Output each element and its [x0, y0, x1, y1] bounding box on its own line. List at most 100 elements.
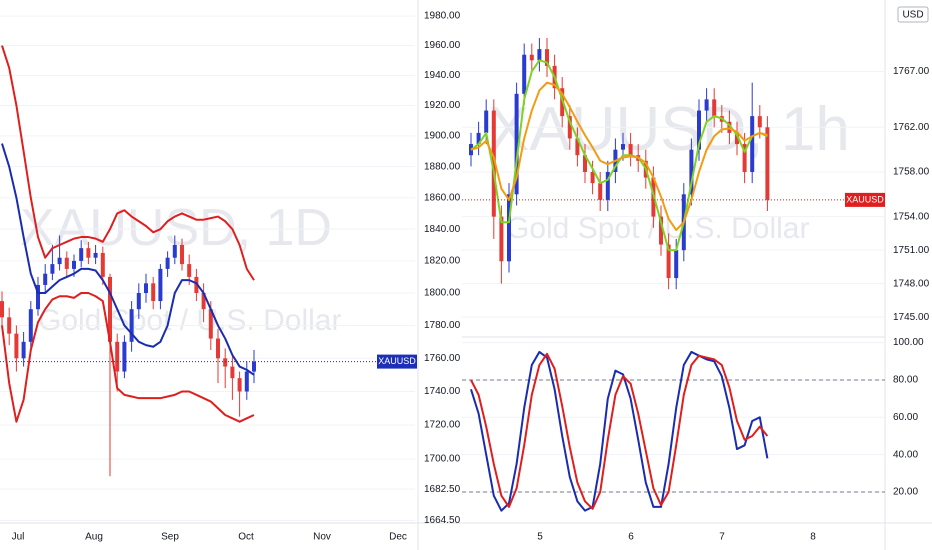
candle-body [621, 144, 625, 150]
y-tick-label: 1751.00 [893, 245, 930, 256]
y-tick-label: 1700.00 [424, 454, 461, 465]
candle-body [735, 132, 739, 145]
candle-body [122, 341, 127, 372]
candle-body [14, 333, 19, 359]
candle-body [144, 283, 148, 294]
candle-body [666, 244, 671, 279]
candle-body [0, 301, 4, 318]
candle-body [28, 309, 33, 342]
candle-body [590, 171, 595, 184]
candle-body [72, 260, 76, 269]
y-tick-label: 1748.00 [893, 278, 930, 289]
y-tick-label: 1880.00 [424, 161, 461, 172]
x-tick-label: Jul [12, 532, 25, 543]
y-tick-label: 1800.00 [424, 288, 461, 299]
candle-body [583, 155, 587, 172]
y-tick-label: 1754.00 [893, 211, 930, 222]
x-tick-label: 7 [719, 532, 725, 543]
candle-body [64, 257, 69, 269]
indicator-line [1, 292, 255, 423]
candle-body [476, 132, 481, 145]
indicator-line [470, 81, 768, 232]
candle-body [727, 121, 732, 133]
y-tick-label: 1900.00 [424, 131, 461, 142]
indicator-line [1, 45, 255, 281]
candle-body [750, 116, 755, 172]
candle-body [507, 194, 511, 262]
symbol-label-box [377, 354, 417, 369]
candle-body [742, 144, 747, 172]
y-tick-label: 1980.00 [424, 11, 461, 22]
y-tick-label: 1920.00 [424, 100, 461, 111]
y-tick-label: 80.00 [893, 375, 918, 386]
candle-body [659, 216, 663, 245]
indicator-line [470, 59, 768, 252]
candle-body [136, 293, 141, 310]
x-tick-label: Nov [313, 532, 331, 543]
candle-body [108, 276, 112, 342]
y-tick-label: 60.00 [893, 412, 918, 423]
candle-body [605, 171, 610, 200]
candle-body [115, 341, 120, 372]
candle-body [598, 183, 603, 200]
candle-body [491, 110, 496, 217]
y-tick-label: 1940.00 [424, 70, 461, 81]
candle-body [100, 252, 105, 277]
candle-body [704, 99, 709, 111]
x-tick-label: 6 [628, 532, 634, 543]
currency-box [897, 6, 929, 23]
candle-body [223, 358, 228, 367]
candle-body [216, 338, 220, 359]
y-tick-label: 1682.50 [424, 484, 461, 495]
candle-body [545, 49, 549, 66]
y-tick-label: 100.00 [893, 337, 924, 348]
x-tick-label: Oct [238, 532, 254, 543]
watermark-title: XAUUSD, 1h [488, 95, 850, 164]
y-tick-label: 1820.00 [424, 256, 461, 267]
candle-body [7, 317, 12, 334]
watermark-subtitle: Gold Spot / U.S. Dollar [506, 212, 809, 245]
y-tick-label: 1760.00 [424, 353, 461, 364]
candle-body [689, 149, 694, 195]
x-tick-label: Dec [389, 532, 407, 543]
y-tick-label: 1740.00 [424, 386, 461, 397]
y-tick-label: 1664.50 [424, 515, 461, 526]
watermark-subtitle: Gold Spot / U.S. Dollar [38, 304, 341, 337]
symbol-label: XAUUSD [846, 194, 884, 204]
candle-body [252, 361, 256, 372]
symbol-label-box [845, 192, 885, 207]
candle-body [36, 284, 40, 310]
candle-body [697, 110, 701, 150]
y-tick-label: 1758.00 [893, 167, 930, 178]
y-tick-label: 20.00 [893, 487, 918, 498]
candle-body [165, 257, 170, 269]
candle-body [129, 309, 134, 342]
candle-body [93, 252, 98, 258]
candle-body [180, 244, 184, 265]
symbol-label: XAUUSD [378, 356, 416, 366]
x-tick-label: Sep [161, 532, 179, 543]
x-tick-label: 5 [537, 532, 543, 543]
candle-body [50, 264, 55, 274]
y-tick-label: 1720.00 [424, 420, 461, 431]
candle-body [244, 371, 249, 392]
y-tick-label: 1840.00 [424, 224, 461, 235]
candle-body [757, 116, 762, 128]
candle-body [158, 268, 163, 302]
x-tick-label: 8 [810, 532, 816, 543]
candle-body [522, 54, 527, 94]
candle-body [674, 250, 679, 279]
candle-body [628, 144, 633, 156]
candle-body [21, 341, 26, 359]
currency-label: USD [902, 10, 923, 21]
y-tick-label: 1860.00 [424, 192, 461, 203]
indicator-line [470, 350, 769, 512]
candle-body [201, 293, 206, 310]
candle-body [57, 257, 62, 265]
y-tick-label: 1767.00 [893, 66, 930, 77]
y-tick-label: 1762.00 [893, 122, 930, 133]
candle-body [86, 248, 91, 258]
candle-body [537, 49, 542, 61]
